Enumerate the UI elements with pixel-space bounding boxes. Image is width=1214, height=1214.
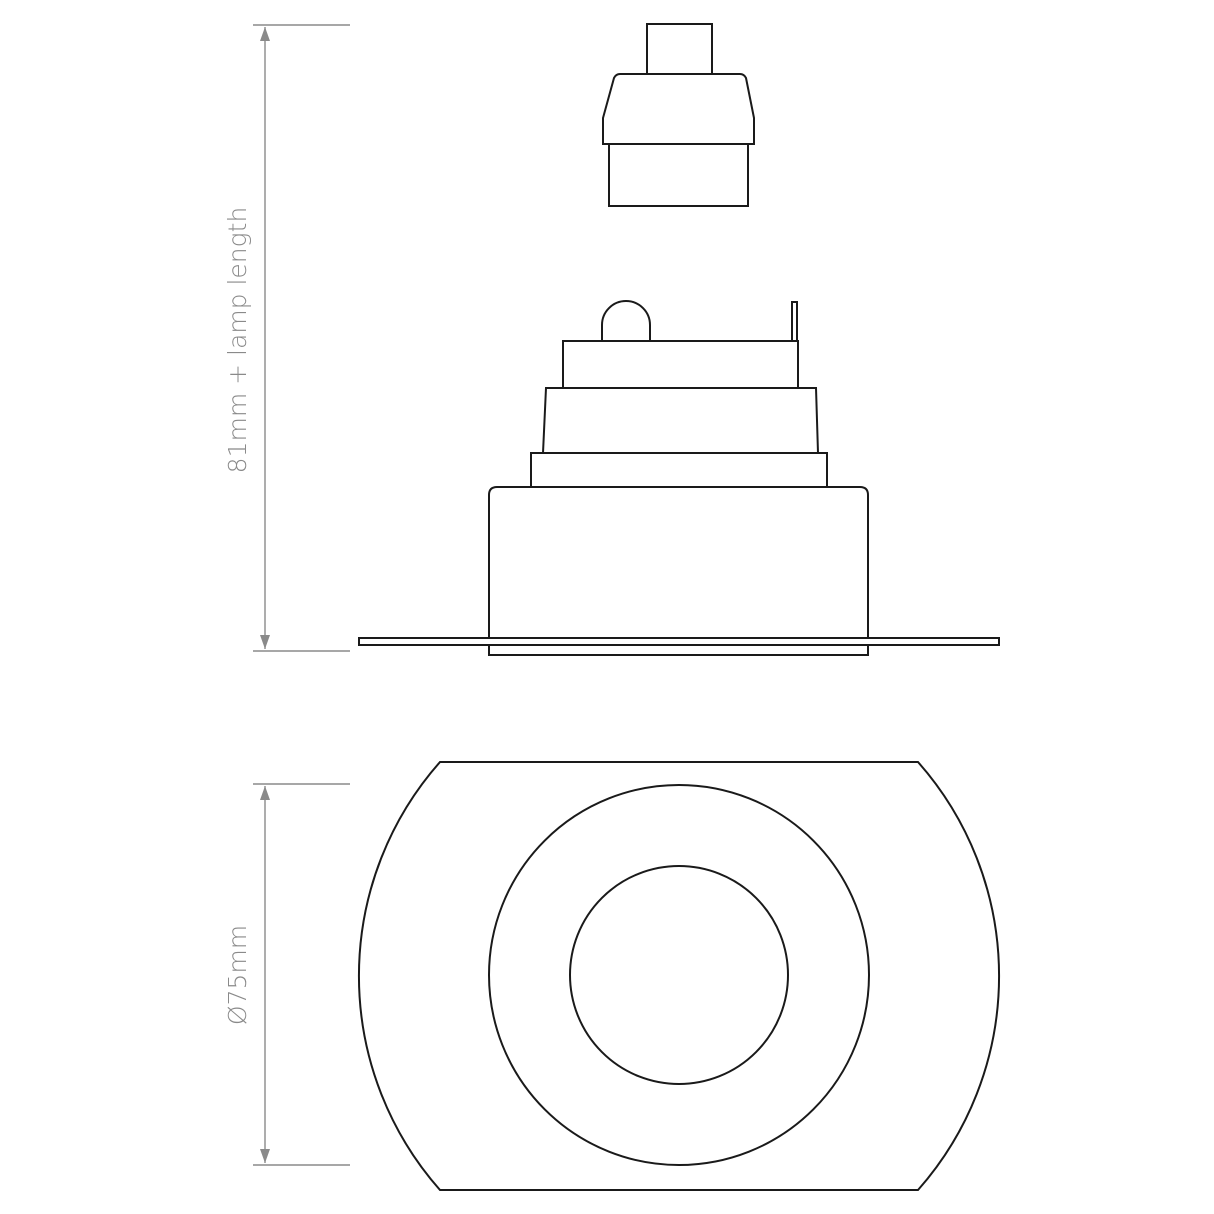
middle-tier [541, 387, 820, 454]
pin [791, 301, 798, 341]
diameter-label: Ø75mm [223, 925, 252, 1025]
connector-base [608, 143, 749, 207]
housing [488, 486, 869, 656]
diameter-dimension: Ø75mm [223, 783, 350, 1166]
dome-terminal [601, 300, 651, 341]
height-dimension: 81mm + lamp length [223, 24, 350, 652]
top-tier [562, 340, 799, 389]
height-label: 81mm + lamp length [223, 207, 252, 474]
arrow-up-icon [260, 27, 270, 41]
arrow-up-icon [260, 786, 270, 800]
connector-top [646, 23, 713, 75]
fitting-side-view [358, 300, 1000, 656]
flange [358, 637, 1000, 646]
lower-tier [530, 452, 828, 488]
aperture [569, 865, 789, 1085]
lamp-connector [602, 23, 755, 207]
arrow-down-icon [260, 635, 270, 649]
fitting-plan-view [357, 761, 1001, 1191]
arrow-down-icon [260, 1149, 270, 1163]
outer-ring [488, 784, 870, 1166]
connector-body [602, 73, 755, 145]
plate-outline [357, 761, 1001, 1191]
